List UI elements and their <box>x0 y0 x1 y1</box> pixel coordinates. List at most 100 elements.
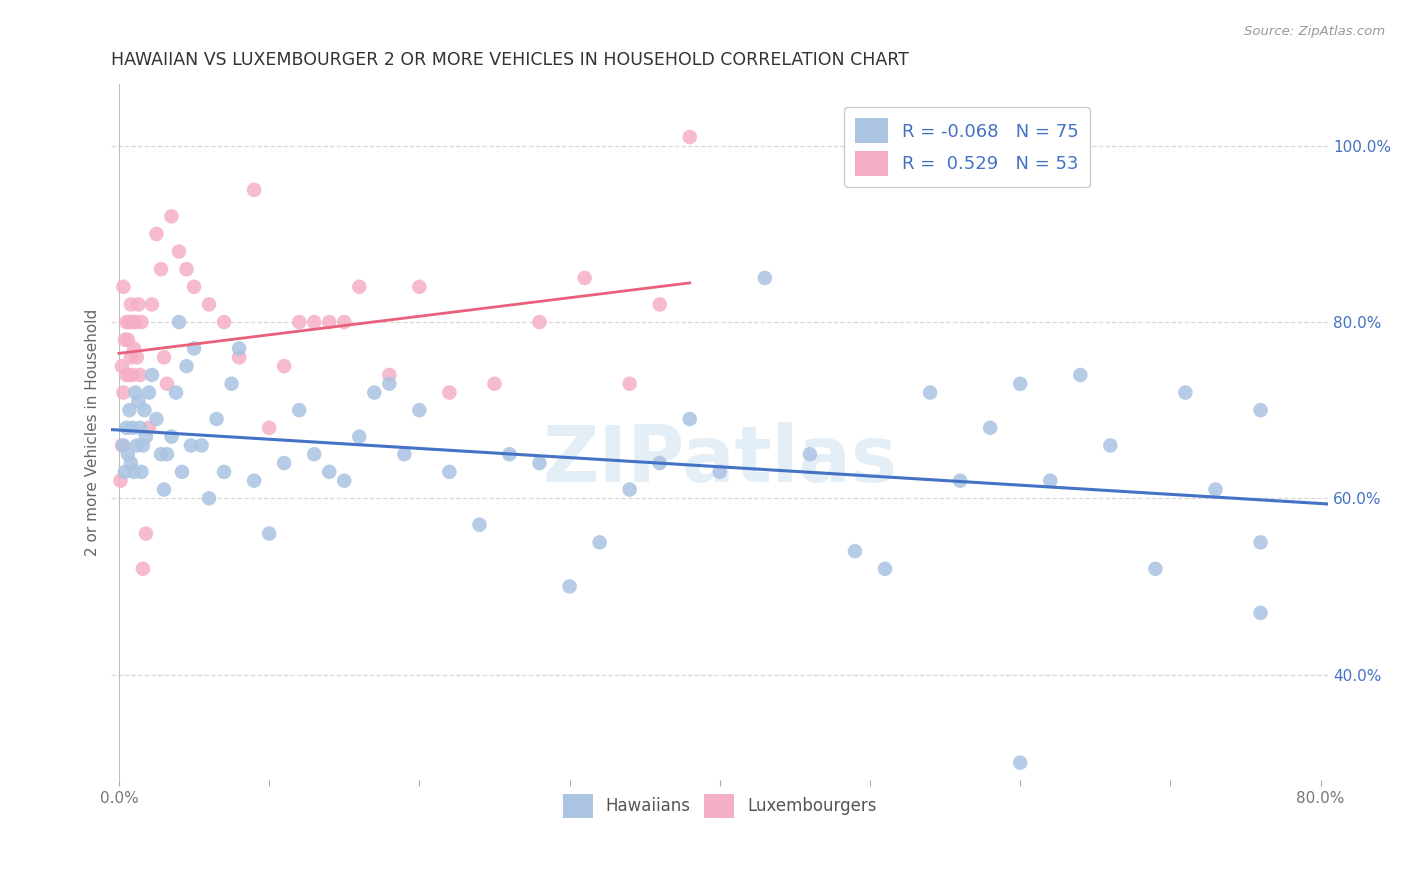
Point <box>132 438 155 452</box>
Point <box>183 342 205 356</box>
Point <box>118 403 141 417</box>
Point <box>115 315 138 329</box>
Point <box>1174 385 1197 400</box>
Point <box>920 385 942 400</box>
Point <box>112 385 135 400</box>
Point <box>1204 483 1226 497</box>
Point <box>1010 376 1032 391</box>
Point <box>121 368 143 382</box>
Point <box>378 368 401 382</box>
Point <box>145 227 167 241</box>
Point <box>167 244 190 259</box>
Point <box>1250 535 1272 549</box>
Point <box>124 315 146 329</box>
Point <box>439 465 461 479</box>
Point <box>122 315 145 329</box>
Point <box>167 315 190 329</box>
Point <box>127 394 149 409</box>
Point <box>484 376 506 391</box>
Point <box>118 315 141 329</box>
Point <box>125 351 148 365</box>
Point <box>149 447 172 461</box>
Point <box>145 412 167 426</box>
Point <box>408 280 430 294</box>
Point <box>160 209 183 223</box>
Point <box>176 359 198 373</box>
Point <box>117 447 139 461</box>
Point <box>138 421 160 435</box>
Point <box>228 342 250 356</box>
Point <box>165 385 187 400</box>
Point <box>558 579 581 593</box>
Point <box>138 385 160 400</box>
Point <box>135 429 157 443</box>
Point <box>134 403 156 417</box>
Point <box>679 412 702 426</box>
Point <box>114 465 136 479</box>
Point <box>318 465 340 479</box>
Point <box>799 447 821 461</box>
Point <box>243 183 266 197</box>
Point <box>648 456 671 470</box>
Point <box>318 315 340 329</box>
Point <box>844 544 866 558</box>
Point <box>439 385 461 400</box>
Point <box>117 333 139 347</box>
Point <box>129 421 152 435</box>
Point <box>1010 756 1032 770</box>
Point <box>156 376 179 391</box>
Point <box>302 315 325 329</box>
Point <box>349 429 371 443</box>
Point <box>873 562 896 576</box>
Point <box>118 368 141 382</box>
Point <box>619 376 641 391</box>
Point <box>228 351 250 365</box>
Point <box>131 465 153 479</box>
Point <box>273 456 295 470</box>
Point <box>679 130 702 145</box>
Point <box>212 315 235 329</box>
Point <box>114 333 136 347</box>
Point <box>141 368 163 382</box>
Point <box>709 465 731 479</box>
Point <box>529 315 551 329</box>
Point <box>1250 403 1272 417</box>
Point <box>754 271 776 285</box>
Point <box>160 429 183 443</box>
Point <box>205 412 228 426</box>
Point <box>156 447 179 461</box>
Point <box>212 465 235 479</box>
Point <box>1099 438 1122 452</box>
Point <box>120 297 142 311</box>
Point <box>125 438 148 452</box>
Point <box>979 421 1001 435</box>
Text: HAWAIIAN VS LUXEMBOURGER 2 OR MORE VEHICLES IN HOUSEHOLD CORRELATION CHART: HAWAIIAN VS LUXEMBOURGER 2 OR MORE VEHIC… <box>111 51 910 69</box>
Point <box>288 315 311 329</box>
Point <box>1144 562 1167 576</box>
Point <box>619 483 641 497</box>
Text: Source: ZipAtlas.com: Source: ZipAtlas.com <box>1244 25 1385 38</box>
Point <box>257 421 280 435</box>
Point <box>363 385 385 400</box>
Point <box>949 474 972 488</box>
Point <box>115 421 138 435</box>
Point <box>529 456 551 470</box>
Point <box>468 517 491 532</box>
Point <box>122 342 145 356</box>
Point <box>333 474 356 488</box>
Point <box>124 385 146 400</box>
Point <box>257 526 280 541</box>
Point <box>221 376 243 391</box>
Point <box>408 403 430 417</box>
Point <box>110 474 132 488</box>
Point <box>1069 368 1091 382</box>
Point <box>176 262 198 277</box>
Point <box>141 297 163 311</box>
Point <box>120 351 142 365</box>
Point <box>183 280 205 294</box>
Point <box>153 351 176 365</box>
Point <box>273 359 295 373</box>
Point <box>394 447 416 461</box>
Point <box>135 526 157 541</box>
Point <box>112 280 135 294</box>
